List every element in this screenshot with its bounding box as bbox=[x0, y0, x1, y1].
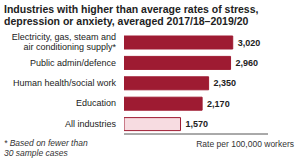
svg-text:Education: Education bbox=[76, 98, 116, 108]
svg-text:Electricity, gas, steam andair: Electricity, gas, steam andair condition… bbox=[12, 32, 117, 52]
svg-text:Human health/social work: Human health/social work bbox=[13, 78, 117, 88]
svg-text:2,350: 2,350 bbox=[214, 78, 237, 88]
html-text:Industries with higher than av: Industries with higher than average rate… bbox=[4, 3, 259, 27]
svg-text:Public admin/defence: Public admin/defence bbox=[30, 58, 116, 68]
svg-text:2,170: 2,170 bbox=[207, 99, 230, 109]
svg-text:All industries: All industries bbox=[65, 119, 117, 129]
svg-text:2,960: 2,960 bbox=[236, 58, 259, 68]
html-text:* Based on fewer than 30 sampl: * Based on fewer than 30 sample cases bbox=[4, 138, 88, 158]
svg-text:1,570: 1,570 bbox=[186, 119, 209, 129]
svg-text:3,020: 3,020 bbox=[238, 38, 261, 48]
html-text:Rate per 100,000 workers: Rate per 100,000 workers bbox=[196, 139, 294, 149]
